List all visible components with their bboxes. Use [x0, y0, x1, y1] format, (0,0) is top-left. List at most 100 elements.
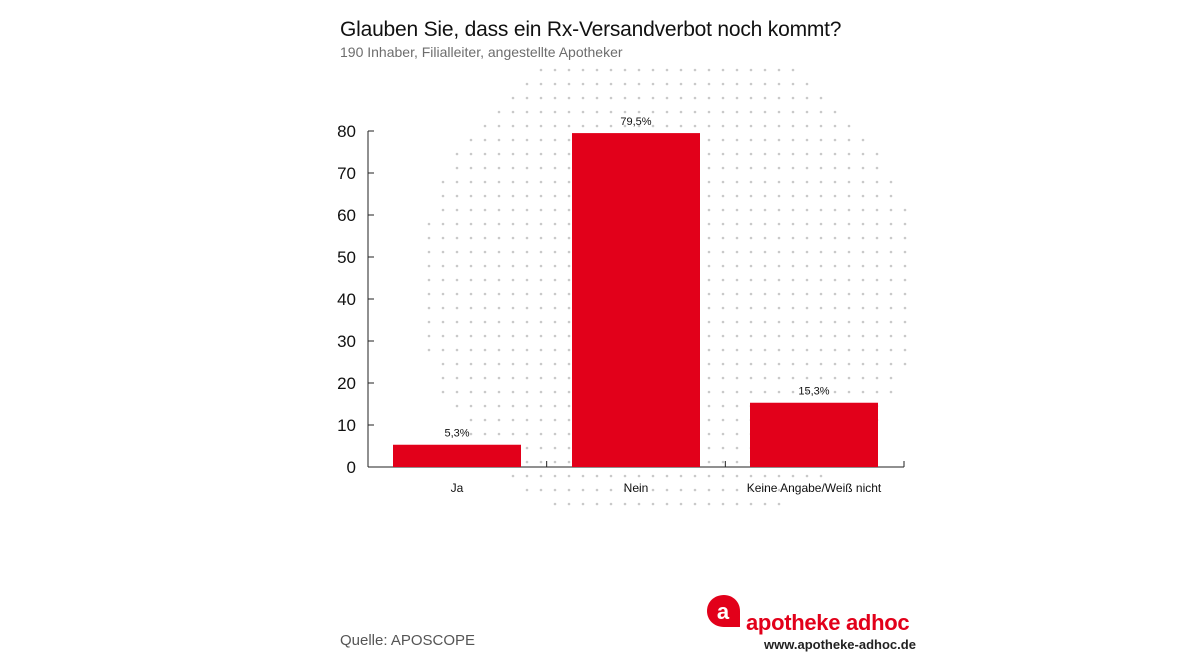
background-dot: [525, 208, 529, 212]
background-dot: [581, 474, 585, 478]
background-dot: [483, 404, 487, 408]
background-dot: [763, 292, 767, 296]
background-dot: [581, 110, 585, 114]
background-dot: [889, 292, 893, 296]
background-dot: [567, 264, 571, 268]
background-dot: [497, 180, 501, 184]
background-dot: [525, 362, 529, 366]
chart-labels: 5,3% Ja 79,5% Nein 15,3% Keine Angabe/Weiß ni…: [444, 116, 881, 495]
background-dot: [763, 250, 767, 254]
background-dot: [553, 138, 557, 142]
background-dot: [847, 194, 851, 198]
background-dot: [665, 68, 669, 72]
background-dot: [847, 250, 851, 254]
background-dot: [777, 194, 781, 198]
background-dot: [805, 264, 809, 268]
background-dot: [511, 110, 515, 114]
background-dot: [721, 362, 725, 366]
background-dot: [721, 376, 725, 380]
background-dot: [693, 110, 697, 114]
background-dot: [497, 152, 501, 156]
apotheke-adhoc-logo-icon: a: [707, 595, 740, 627]
background-dot: [735, 320, 739, 324]
background-dot: [791, 222, 795, 226]
background-dot: [539, 418, 543, 422]
brand-block[interactable]: a apotheke adhoc www.apotheke-adhoc.de: [706, 594, 916, 654]
background-dot: [539, 404, 543, 408]
background-dot: [497, 138, 501, 142]
background-dot: [721, 418, 725, 422]
background-dot: [875, 236, 879, 240]
y-tick-label: 0: [347, 458, 356, 477]
background-dot: [721, 306, 725, 310]
brand-url[interactable]: www.apotheke-adhoc.de: [764, 637, 916, 652]
background-dot: [567, 488, 571, 492]
background-dot: [861, 292, 865, 296]
background-dot: [511, 418, 515, 422]
background-dot: [567, 194, 571, 198]
background-dot: [427, 278, 431, 282]
background-dot: [623, 502, 627, 506]
background-dot: [553, 376, 557, 380]
background-dot: [525, 278, 529, 282]
background-dot: [581, 488, 585, 492]
background-dot: [539, 82, 543, 86]
background-dot: [469, 236, 473, 240]
background-dot: [567, 236, 571, 240]
background-dot: [833, 348, 837, 352]
background-dot: [749, 166, 753, 170]
background-dot: [777, 96, 781, 100]
background-dot: [497, 376, 501, 380]
y-tick-label: 50: [337, 248, 356, 267]
background-dot: [847, 138, 851, 142]
background-dot: [623, 110, 627, 114]
background-dot: [483, 390, 487, 394]
background-dot: [497, 306, 501, 310]
background-dot: [553, 68, 557, 72]
background-dot: [469, 306, 473, 310]
background-dot: [805, 208, 809, 212]
background-dot: [735, 348, 739, 352]
background-dot: [819, 124, 823, 128]
background-dot: [553, 124, 557, 128]
background-dot: [847, 264, 851, 268]
background-dot: [567, 278, 571, 282]
y-tick-label: 20: [337, 374, 356, 393]
background-dot: [567, 432, 571, 436]
background-dot: [553, 474, 557, 478]
background-dot: [735, 474, 739, 478]
background-dot: [903, 306, 907, 310]
background-dot: [525, 236, 529, 240]
background-dot: [721, 180, 725, 184]
background-dot: [553, 292, 557, 296]
background-dot: [511, 124, 515, 128]
background-dot: [763, 264, 767, 268]
background-dot: [875, 306, 879, 310]
background-dot: [553, 194, 557, 198]
background-dot: [749, 362, 753, 366]
background-dot: [567, 460, 571, 464]
background-dot: [749, 320, 753, 324]
background-dot: [805, 362, 809, 366]
background-dot: [469, 152, 473, 156]
background-dot: [693, 82, 697, 86]
background-dot: [679, 488, 683, 492]
background-dot: [889, 334, 893, 338]
background-dot: [469, 334, 473, 338]
background-dot: [805, 292, 809, 296]
background-dot: [483, 376, 487, 380]
background-dot: [749, 488, 753, 492]
background-dot: [861, 138, 865, 142]
background-dot: [861, 180, 865, 184]
background-dot: [889, 390, 893, 394]
background-dot: [819, 222, 823, 226]
background-dot: [735, 208, 739, 212]
svg-text:a: a: [717, 599, 730, 624]
background-dot: [735, 502, 739, 506]
background-dot: [721, 432, 725, 436]
background-dot: [623, 68, 627, 72]
background-dot: [483, 180, 487, 184]
background-dot: [469, 320, 473, 324]
background-dot: [539, 180, 543, 184]
background-dot: [553, 222, 557, 226]
